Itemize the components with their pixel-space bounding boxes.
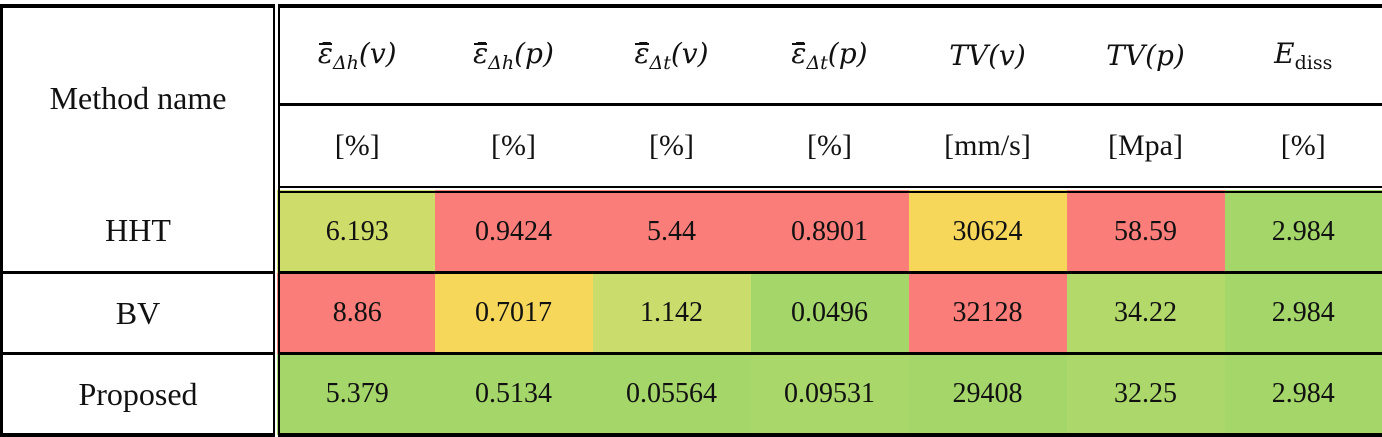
value-cell: 2.984 — [1225, 273, 1382, 354]
value-cell: 5.379 — [277, 354, 435, 436]
unit-label: [%] — [1225, 105, 1382, 190]
value-cell: 0.5134 — [435, 354, 593, 436]
value-cell: 1.142 — [593, 273, 751, 354]
column-header: ε̄Δt(p) — [751, 6, 909, 105]
column-header: TV(v) — [909, 6, 1067, 105]
value-cell: 0.8901 — [751, 190, 909, 273]
value-cell: 6.193 — [277, 190, 435, 273]
column-header: ε̄Δt(v) — [593, 6, 751, 105]
table-row: Proposed 5.379 0.5134 0.05564 0.09531 29… — [2, 354, 1382, 436]
header-symbol-row: Method name ε̄Δh(v) ε̄Δh(p) ε̄Δt(v) ε̄Δt… — [2, 6, 1382, 105]
value-cell: 29408 — [909, 354, 1067, 436]
value-cell: 2.984 — [1225, 354, 1382, 436]
unit-label: [Mpa] — [1067, 105, 1225, 190]
value-cell: 58.59 — [1067, 190, 1225, 273]
method-cell: Proposed — [2, 354, 277, 436]
column-header: TV(p) — [1067, 6, 1225, 105]
value-cell: 32128 — [909, 273, 1067, 354]
unit-label: [mm/s] — [909, 105, 1067, 190]
value-cell: 8.86 — [277, 273, 435, 354]
table-row: HHT 6.193 0.9424 5.44 0.8901 30624 58.59… — [2, 190, 1382, 273]
value-cell: 5.44 — [593, 190, 751, 273]
results-table: Method name ε̄Δh(v) ε̄Δh(p) ε̄Δt(v) ε̄Δt… — [0, 4, 1382, 437]
unit-label: [%] — [593, 105, 751, 190]
value-cell: 0.0496 — [751, 273, 909, 354]
value-cell: 0.05564 — [593, 354, 751, 436]
unit-label: [%] — [751, 105, 909, 190]
method-cell: BV — [2, 273, 277, 354]
method-cell: HHT — [2, 190, 277, 273]
value-cell: 0.7017 — [435, 273, 593, 354]
value-cell: 2.984 — [1225, 190, 1382, 273]
value-cell: 34.22 — [1067, 273, 1225, 354]
column-header: ε̄Δh(p) — [435, 6, 593, 105]
value-cell: 32.25 — [1067, 354, 1225, 436]
method-name-header: Method name — [2, 6, 277, 190]
value-cell: 30624 — [909, 190, 1067, 273]
unit-label: [%] — [435, 105, 593, 190]
column-header: Ediss — [1225, 6, 1382, 105]
column-header: ε̄Δh(v) — [277, 6, 435, 105]
table-row: BV 8.86 0.7017 1.142 0.0496 32128 34.22 … — [2, 273, 1382, 354]
unit-label: [%] — [277, 105, 435, 190]
value-cell: 0.9424 — [435, 190, 593, 273]
value-cell: 0.09531 — [751, 354, 909, 436]
